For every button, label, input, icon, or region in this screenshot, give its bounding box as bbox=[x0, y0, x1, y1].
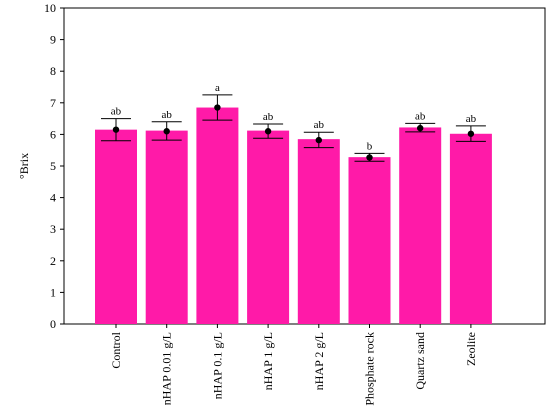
y-tick-label-8: 8 bbox=[50, 64, 56, 78]
x-tick-label-2: nHAP 0.1 g/L bbox=[210, 332, 224, 399]
significance-label-6: ab bbox=[415, 110, 426, 122]
x-tick-label-5: Phosphate rock bbox=[363, 332, 377, 406]
significance-label-4: ab bbox=[314, 119, 325, 131]
y-tick-label-1: 1 bbox=[50, 285, 56, 299]
mean-point-6 bbox=[417, 124, 424, 132]
mean-point-0 bbox=[112, 126, 120, 133]
significance-label-2: a bbox=[215, 82, 220, 94]
y-axis: 0 1 2 3 4 5 6 7 8 9 10 bbox=[44, 1, 64, 331]
significance-label-5: b bbox=[367, 140, 373, 152]
mean-point-3 bbox=[264, 128, 272, 135]
y-tick-label-5: 5 bbox=[50, 159, 56, 173]
y-tick-label-0: 0 bbox=[50, 317, 56, 331]
x-tick-label-1: nHAP 0.01 g/L bbox=[160, 332, 174, 405]
bar-2 bbox=[196, 107, 239, 324]
y-tick-label-6: 6 bbox=[50, 127, 56, 141]
mean-point-1 bbox=[163, 128, 170, 135]
bars bbox=[95, 107, 492, 324]
significance-label-3: ab bbox=[263, 111, 274, 123]
x-tick-label-7: Zeolite bbox=[464, 332, 478, 366]
significance-label-1: ab bbox=[162, 109, 173, 121]
y-tick-label-10: 10 bbox=[44, 1, 56, 15]
mean-point-5 bbox=[366, 154, 373, 161]
bar-3 bbox=[247, 130, 290, 324]
x-tick-label-6: Quartz sand bbox=[413, 332, 427, 390]
error-bars bbox=[101, 94, 486, 162]
bar-0 bbox=[95, 129, 137, 324]
y-axis-title: °Brix bbox=[17, 153, 31, 179]
bar-6 bbox=[399, 127, 442, 324]
significance-label-0: ab bbox=[111, 106, 122, 118]
bar-7 bbox=[449, 133, 492, 324]
y-tick-label-3: 3 bbox=[50, 222, 56, 236]
x-tick-label-4: nHAP 2 g/L bbox=[312, 332, 326, 390]
significance-label-7: ab bbox=[466, 113, 477, 125]
mean-point-4 bbox=[315, 136, 322, 144]
bar-5 bbox=[348, 157, 391, 324]
x-tick-label-0: Control bbox=[109, 331, 123, 368]
y-tick-label-4: 4 bbox=[50, 191, 56, 205]
y-tick-label-2: 2 bbox=[50, 254, 56, 268]
bar-4 bbox=[297, 139, 340, 324]
y-tick-label-9: 9 bbox=[50, 33, 56, 47]
x-axis: Control nHAP 0.01 g/L nHAP 0.1 g/L nHAP 1 g… bbox=[109, 324, 478, 406]
mean-point-2 bbox=[214, 104, 221, 111]
bar-1 bbox=[145, 130, 188, 324]
y-tick-label-7: 7 bbox=[50, 96, 56, 110]
mean-point-7 bbox=[467, 130, 475, 137]
significance-labels: ab ab a ab ab b ab ab bbox=[111, 82, 477, 152]
x-tick-label-3: nHAP 1 g/L bbox=[261, 332, 275, 390]
